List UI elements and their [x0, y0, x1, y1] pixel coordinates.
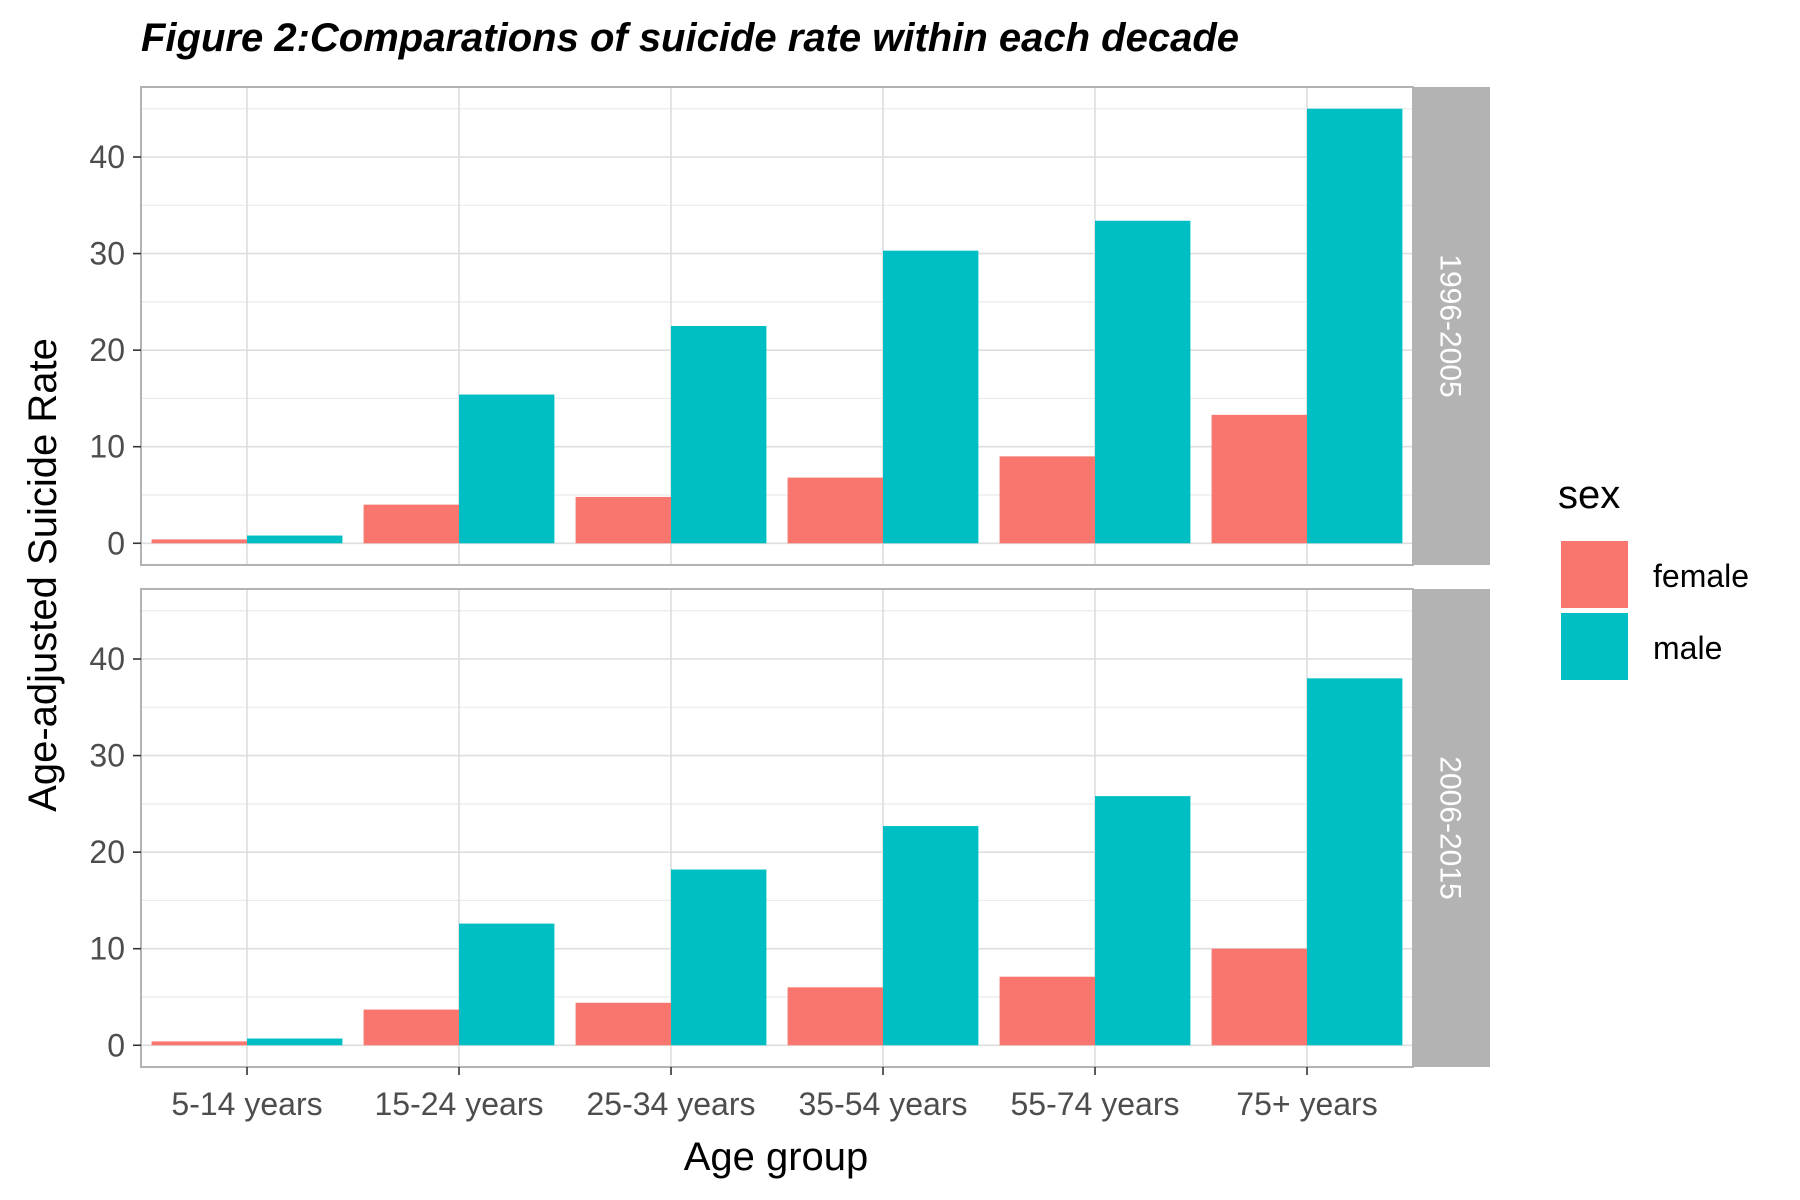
panel-background	[141, 87, 1413, 565]
panel-1996-2005: 0 10 20 30 40 1996-2005	[89, 86, 1490, 566]
y-tick-label: 30	[89, 236, 125, 272]
bar-male-5-14-years	[247, 535, 343, 544]
facet-strip-label: 1996-2005	[1434, 254, 1467, 397]
legend: sex female male	[1558, 473, 1749, 680]
chart-title: Figure 2:Comparations of suicide rate wi…	[141, 16, 1239, 60]
y-tick-label: 0	[107, 1027, 125, 1063]
legend-key-female	[1561, 541, 1628, 608]
y-axis-title: Age-adjusted Suicide Rate	[21, 338, 65, 812]
panel-background	[141, 589, 1413, 1067]
x-axis-title: Age group	[684, 1135, 869, 1179]
x-tick-label: 75+ years	[1236, 1086, 1377, 1122]
y-tick-label: 20	[89, 834, 125, 870]
facet-strip	[1413, 589, 1490, 1067]
legend-label-male: male	[1653, 630, 1722, 666]
bar-female-75+-years	[1211, 948, 1307, 1046]
bar-male-25-34-years	[671, 326, 767, 544]
y-tick-label: 30	[89, 738, 125, 774]
bar-male-25-34-years	[671, 869, 767, 1046]
y-tick-label: 10	[89, 429, 125, 465]
x-tick-label: 5-14 years	[171, 1086, 322, 1122]
bar-female-55-74-years	[999, 456, 1095, 544]
bar-female-35-54-years	[787, 987, 883, 1046]
chart-panels: 0 10 20 30 40 1996-2005 0 10 20 30 40 2006-2015	[89, 86, 1490, 1068]
bar-male-75+-years	[1307, 678, 1403, 1046]
bar-male-35-54-years	[883, 250, 979, 544]
bar-female-25-34-years	[575, 1002, 671, 1046]
legend-title: sex	[1558, 473, 1620, 517]
bar-female-5-14-years	[151, 1041, 247, 1046]
x-tick-label: 25-34 years	[587, 1086, 756, 1122]
bar-male-55-74-years	[1095, 796, 1191, 1046]
bar-male-35-54-years	[883, 826, 979, 1046]
bar-male-5-14-years	[247, 1038, 343, 1046]
bar-male-55-74-years	[1095, 220, 1191, 544]
x-axis: 5-14 years 15-24 years 25-34 years 35-54 ye…	[171, 1067, 1378, 1122]
x-tick-label: 35-54 years	[799, 1086, 968, 1122]
bar-male-15-24-years	[459, 394, 555, 544]
bar-female-15-24-years	[363, 1009, 459, 1046]
bar-female-15-24-years	[363, 504, 459, 544]
legend-label-female: female	[1653, 558, 1749, 594]
bar-female-75+-years	[1211, 414, 1307, 544]
facet-strip	[1413, 87, 1490, 565]
y-tick-label: 0	[107, 525, 125, 561]
y-tick-label: 20	[89, 332, 125, 368]
bar-female-35-54-years	[787, 477, 883, 544]
y-tick-label: 40	[89, 139, 125, 175]
y-tick-label: 40	[89, 641, 125, 677]
bar-female-5-14-years	[151, 539, 247, 544]
facet-strip-label: 2006-2015	[1434, 756, 1467, 899]
legend-key-male	[1561, 613, 1628, 680]
y-tick-label: 10	[89, 931, 125, 967]
x-tick-label: 15-24 years	[375, 1086, 544, 1122]
x-tick-label: 55-74 years	[1011, 1086, 1180, 1122]
bar-male-75+-years	[1307, 108, 1403, 544]
bar-male-15-24-years	[459, 923, 555, 1046]
bar-female-25-34-years	[575, 496, 671, 544]
panel-2006-2015: 0 10 20 30 40 2006-2015	[89, 588, 1490, 1068]
bar-female-55-74-years	[999, 976, 1095, 1046]
